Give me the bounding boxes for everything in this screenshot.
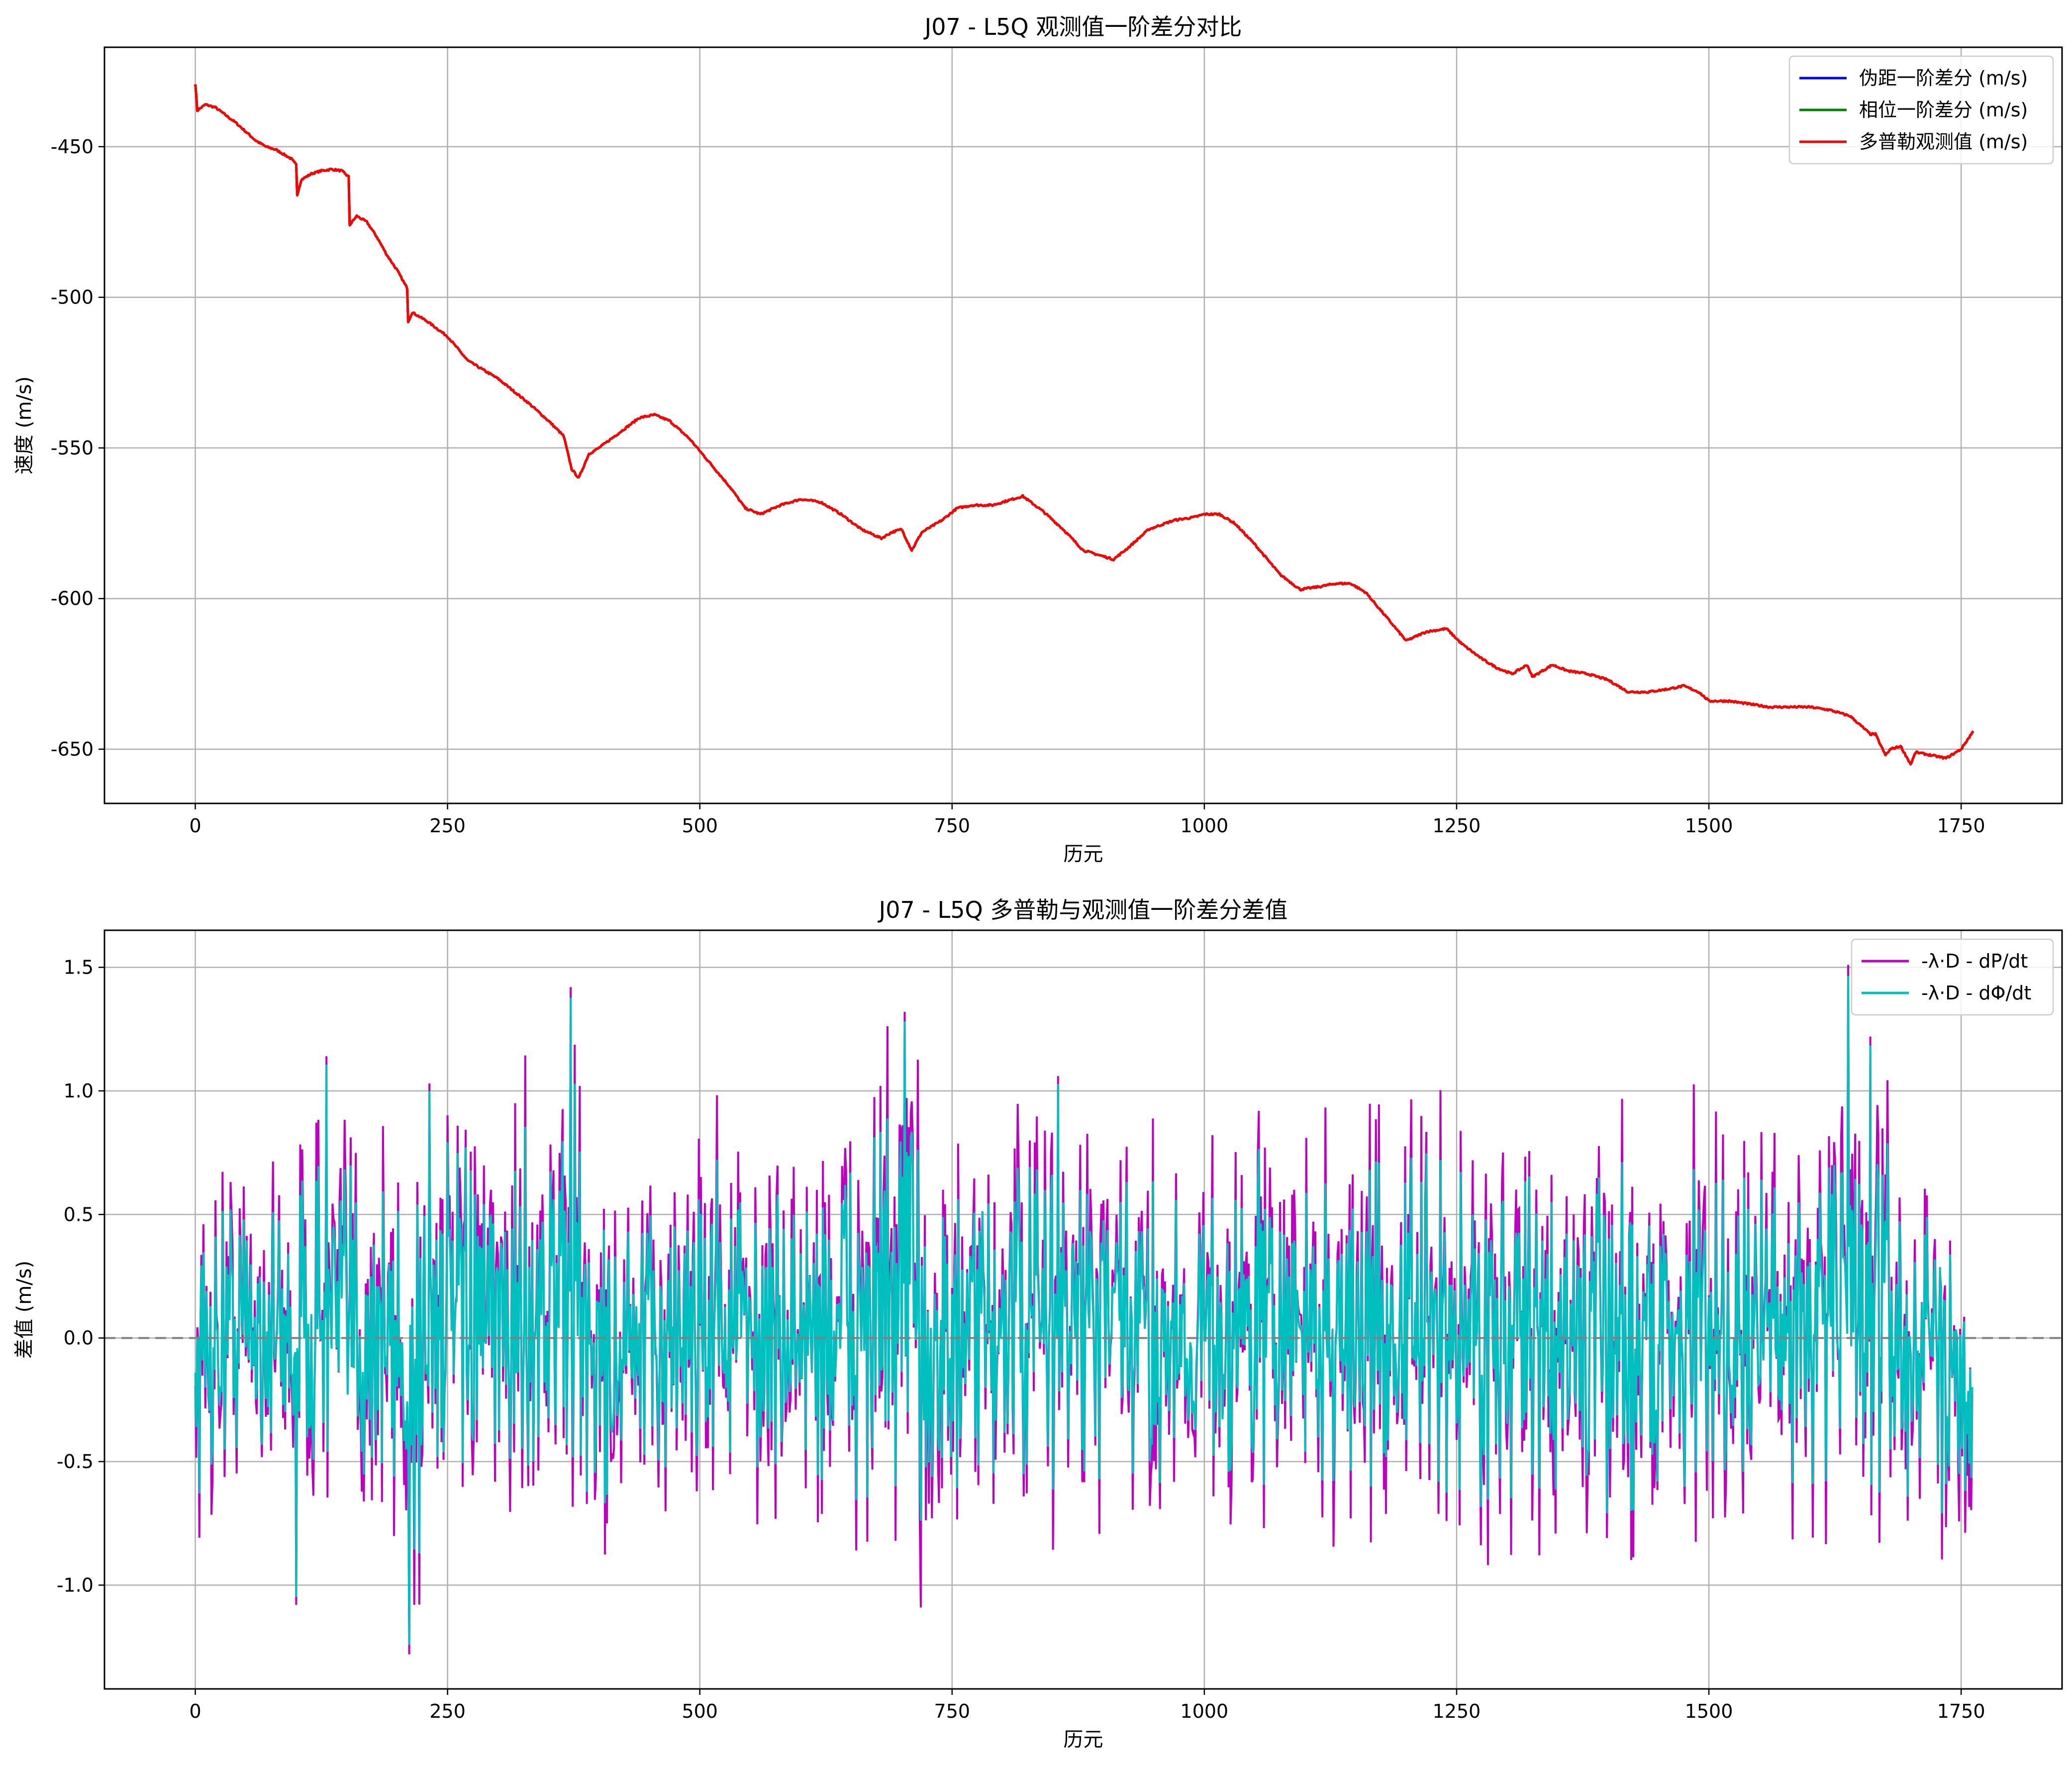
chart-title: J07 - L5Q 多普勒与观测值一阶差分差值 [878,896,1288,923]
y-tick-label: -550 [51,437,94,459]
x-tick-label: 0 [189,1700,201,1722]
x-tick-label: 1500 [1685,1700,1733,1722]
legend-entry: -λ·D - dΦ/dt [1921,982,2031,1004]
legend [1851,938,2054,1016]
y-axis-label: 速度 (m/s) [13,376,36,474]
y-tick-label: 0.5 [64,1203,94,1225]
y-tick-label: -600 [51,588,94,609]
x-tick-label: 1000 [1181,815,1229,837]
x-axis-label: 历元 [1064,843,1103,866]
legend [1788,55,2054,165]
y-tick-label: 1.0 [64,1080,94,1102]
legend-entry: 多普勒观测值 (m/s) [1859,131,2028,153]
y-tick-label: -0.5 [57,1451,94,1473]
x-tick-label: 750 [934,1700,971,1722]
x-tick-label: 1250 [1433,1700,1481,1722]
y-tick-label: 1.5 [64,957,94,979]
y-tick-label: -500 [51,287,94,308]
series-line-dphi [194,976,1973,1645]
x-tick-label: 1250 [1433,815,1481,837]
plot-frame [103,46,2063,804]
y-tick-label: -450 [51,136,94,158]
series-line-1 [194,84,1974,766]
x-tick-label: 1000 [1181,1700,1229,1722]
chart-velocity-comparison: 0 250 500 750 1000 1250 1500 1750 -650 -600 -550 -5… [13,13,2063,866]
legend-entry: -λ·D - dP/dt [1921,950,2028,972]
x-axis-label: 历元 [1064,1728,1103,1751]
x-tick-label: 0 [189,815,201,837]
y-tick-label: -650 [51,738,94,760]
x-tick-label: 1750 [1937,1700,1985,1722]
chart-title: J07 - L5Q 观测值一阶差分对比 [923,13,1242,40]
x-tick-label: 500 [682,1700,718,1722]
series-line-0 [194,84,1974,766]
chart-difference: 0 250 500 750 1000 1250 1500 1750 -1.0 -0.5 0.0 0.5… [13,896,2063,1751]
x-tick-label: 250 [429,1700,466,1722]
legend-entry: 伪距一阶差分 (m/s) [1859,67,2028,89]
y-axis-label: 差值 (m/s) [13,1261,36,1359]
y-tick-label: 0.0 [64,1327,94,1349]
x-tick-label: 1750 [1937,815,1985,837]
legend-entry: 相位一阶差分 (m/s) [1859,99,2028,121]
x-tick-label: 1500 [1685,815,1733,837]
x-tick-label: 500 [682,815,718,837]
x-tick-label: 750 [934,815,971,837]
series-line-2 [194,84,1974,766]
plot-frame [103,929,2063,1690]
y-tick-label: -1.0 [57,1574,94,1596]
x-tick-label: 250 [429,815,466,837]
